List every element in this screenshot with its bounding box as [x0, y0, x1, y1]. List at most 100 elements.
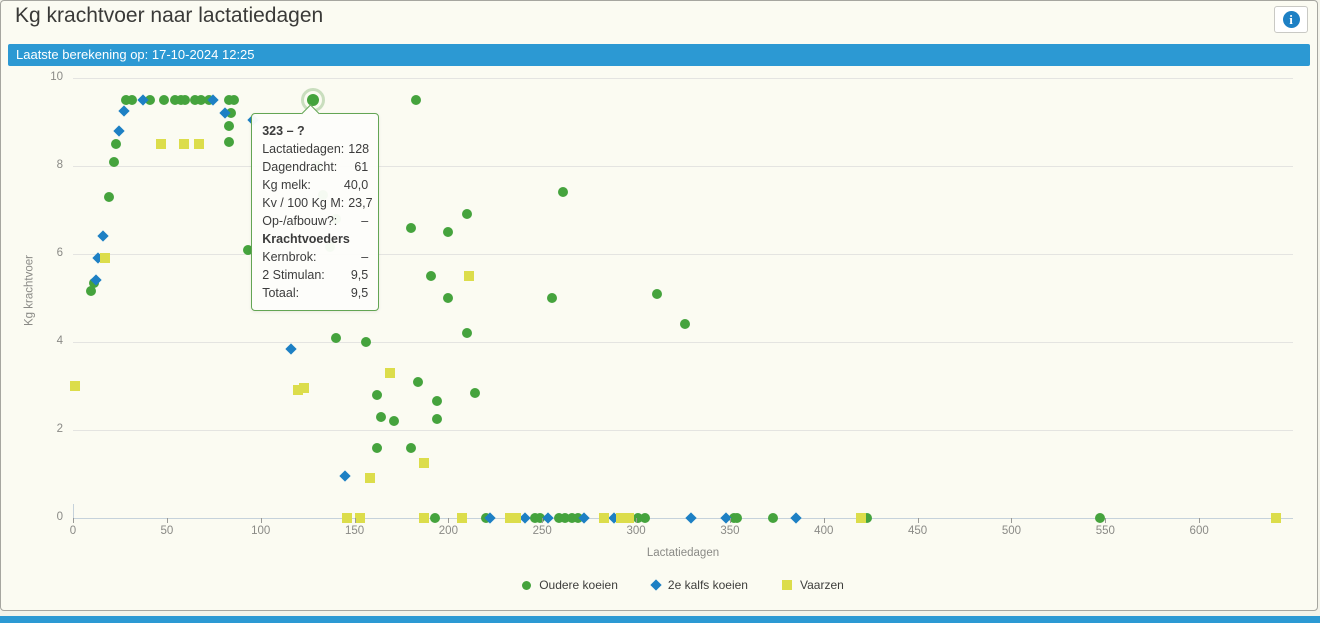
tooltip-row-value: 128 — [348, 142, 370, 156]
legend-item[interactable]: Oudere koeien — [522, 578, 618, 592]
tooltip-row-value: 40,0 — [343, 178, 369, 192]
data-point — [118, 105, 130, 117]
info-icon: i — [1282, 11, 1300, 28]
x-tick-mark — [166, 518, 168, 523]
data-point — [109, 156, 120, 167]
data-point — [432, 396, 443, 407]
x-tick-label: 600 — [1189, 525, 1209, 537]
data-point — [342, 513, 353, 523]
data-point — [360, 337, 371, 347]
data-point — [559, 513, 570, 523]
x-tick-mark — [448, 518, 450, 523]
data-point — [242, 244, 253, 255]
data-point — [505, 513, 516, 523]
x-tick-label: 500 — [1001, 525, 1022, 537]
x-tick-mark — [636, 518, 638, 523]
legend-square-icon — [781, 580, 792, 590]
tooltip-row: Totaal: 9,5 — [262, 284, 368, 302]
data-point — [640, 513, 651, 523]
tooltip-row-value: 61 — [354, 160, 369, 174]
tooltip-row-label: Totaal: — [262, 286, 300, 300]
x-tick-label: 150 — [344, 525, 365, 537]
tooltip-row-label: Lactatiedagen: — [262, 142, 345, 156]
legend-circle-icon — [522, 580, 532, 590]
data-point — [557, 187, 568, 198]
data-point — [97, 230, 109, 243]
data-point — [462, 209, 473, 220]
data-point — [229, 95, 240, 105]
tooltip-row-label: 2 Stimulan: — [262, 268, 325, 282]
tooltip-row-label: Kernbrok: — [262, 250, 317, 264]
data-point — [339, 470, 351, 482]
data-point — [469, 387, 480, 398]
x-tick-mark — [1105, 518, 1107, 523]
x-tick-label: 400 — [814, 525, 834, 537]
data-point — [789, 512, 802, 524]
data-point — [413, 376, 424, 387]
data-point — [156, 139, 167, 149]
x-tick-label: 350 — [720, 525, 740, 537]
tooltip-row-label: Krachtvoeders — [262, 232, 350, 246]
data-point — [426, 271, 437, 281]
data-point — [330, 332, 341, 343]
plot-area: 323 – ? Lactatiedagen: 128 Dagendracht: 61 K… — [69, 78, 1293, 524]
x-tick-label: 50 — [160, 525, 174, 537]
tooltip-row: Kernbrok: – — [262, 248, 368, 266]
data-point — [223, 136, 234, 147]
data-point — [411, 95, 422, 105]
x-tick-mark — [542, 518, 544, 523]
tooltip-row: Kg melk: 40,0 — [262, 176, 368, 194]
data-point — [418, 458, 429, 468]
data-point — [616, 513, 627, 523]
legend-label: Vaarzen — [799, 578, 844, 592]
y-axis-line — [73, 504, 74, 518]
panel-card: Kg krachtvoer naar lactatiedagen i Laats… — [0, 0, 1318, 611]
status-bar: Laatste berekening op: 17-10-2024 12:25 — [8, 44, 1310, 66]
data-point — [861, 513, 872, 523]
data-point — [385, 367, 396, 378]
data-point — [388, 416, 399, 427]
tooltip-row: Op-/afbouw?: – — [262, 212, 368, 230]
x-tick-mark — [260, 518, 262, 523]
data-point — [225, 108, 236, 119]
x-axis-title: Lactatiedagen — [646, 547, 720, 559]
chart-area: Kg krachtvoer 323 – ? Lactatiedagen: 128 D… — [1, 66, 1317, 610]
data-point — [103, 191, 114, 202]
data-point — [355, 513, 366, 523]
data-point — [159, 95, 170, 105]
data-point — [599, 513, 610, 523]
data-point — [85, 286, 96, 297]
x-tick-label: 200 — [438, 525, 458, 537]
legend-label: 2e kalfs koeien — [667, 578, 748, 592]
data-point — [510, 513, 521, 523]
tooltip-row-value: – — [361, 214, 369, 228]
x-tick-mark — [729, 518, 731, 523]
tooltip-row-label: Kv / 100 Kg M: — [262, 196, 345, 210]
tooltip-row-label: Op-/afbouw?: — [262, 214, 338, 228]
info-button[interactable]: i — [1274, 6, 1308, 33]
data-point — [405, 222, 416, 233]
tooltip-row-value: 9,5 — [350, 268, 369, 282]
data-point — [1271, 513, 1282, 523]
data-point — [195, 95, 206, 105]
legend-item[interactable]: 2e kalfs koeien — [650, 578, 748, 592]
tooltip-row-value: – — [361, 250, 369, 264]
legend-item[interactable]: Vaarzen — [781, 578, 844, 592]
data-point — [170, 95, 181, 105]
tooltip: 323 – ? Lactatiedagen: 128 Dagendracht: 61 K… — [251, 104, 380, 311]
x-tick-label: 0 — [69, 525, 77, 537]
tooltip-row-label: Kg melk: — [262, 178, 311, 192]
data-point — [127, 95, 138, 105]
data-point — [554, 513, 565, 523]
legend-diamond-icon — [650, 579, 662, 591]
data-point — [623, 513, 634, 523]
tooltip-row: Krachtvoeders — [262, 230, 368, 248]
data-point — [99, 253, 110, 264]
data-point — [144, 95, 155, 105]
data-point — [464, 271, 475, 281]
gridline — [73, 342, 1293, 343]
gridline — [73, 254, 1293, 255]
data-point — [546, 293, 557, 303]
legend-label: Oudere koeien — [539, 578, 618, 592]
